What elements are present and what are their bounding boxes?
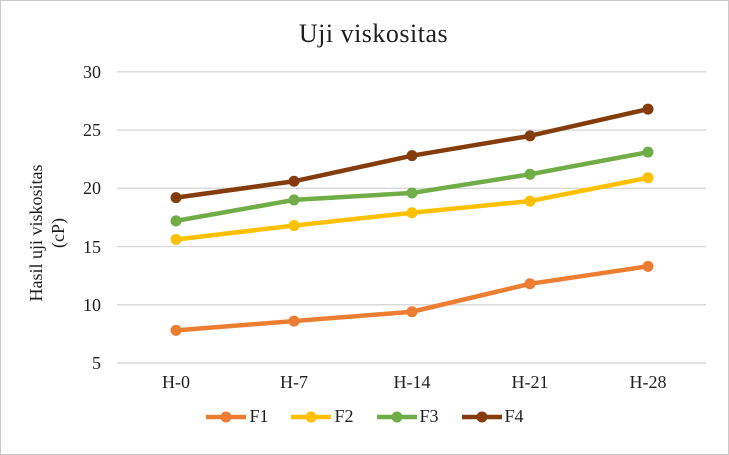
y-tick-label-30: 30	[83, 61, 101, 82]
x-tick-label-H-7: H-7	[280, 372, 308, 392]
data-point-F1-H-28	[642, 260, 654, 272]
data-point-F3-H-0	[170, 215, 182, 227]
y-tick-label-10: 10	[83, 294, 101, 315]
x-tick-label-H-21: H-21	[511, 372, 549, 392]
legend-marker-F4	[461, 411, 502, 422]
x-tick-label-H-28: H-28	[629, 372, 667, 392]
legend-label-F3: F3	[419, 406, 439, 426]
data-point-F4-H-7	[288, 175, 300, 187]
legend: F1 F2 F3 F4	[1, 406, 728, 427]
legend-label-F2: F2	[334, 406, 354, 426]
data-point-F2-H-0	[170, 234, 182, 246]
data-point-F4-H-28	[642, 103, 654, 115]
chart-title: Uji viskositas	[298, 19, 449, 48]
legend-item-F1: F1	[205, 406, 268, 427]
legend-marker-F1	[206, 411, 247, 422]
legend-label-F1: F1	[249, 406, 269, 426]
data-point-F2-H-28	[642, 172, 654, 184]
data-point-F1-H-14	[406, 306, 418, 318]
legend-marker-F2	[291, 411, 332, 422]
legend-item-F3: F3	[376, 406, 439, 427]
data-point-F4-H-21	[524, 130, 536, 142]
y-tick-label-20: 20	[83, 178, 101, 199]
legend-item-F2: F2	[290, 406, 354, 427]
data-point-F2-H-21	[524, 195, 536, 207]
data-point-F1-H-7	[288, 315, 300, 327]
data-point-F1-H-0	[170, 324, 182, 336]
data-point-F3-H-21	[524, 168, 536, 180]
x-tick-label-H-0: H-0	[162, 372, 190, 392]
x-tick-label-H-14: H-14	[393, 372, 431, 392]
data-point-F3-H-28	[642, 146, 654, 158]
legend-label-F4: F4	[504, 406, 524, 426]
data-point-F2-H-14	[406, 207, 418, 219]
y-tick-label-5: 5	[92, 353, 101, 373]
legend-marker-F3	[376, 411, 417, 422]
data-point-F4-H-0	[170, 192, 182, 204]
data-point-F3-H-7	[288, 194, 300, 206]
y-tick-label-25: 25	[83, 120, 101, 141]
y-tick-label-15: 15	[83, 236, 101, 257]
data-point-F4-H-14	[406, 150, 418, 162]
data-point-F1-H-21	[524, 278, 536, 290]
legend-item-F4: F4	[461, 406, 524, 427]
data-point-F3-H-14	[406, 187, 418, 199]
data-point-F2-H-7	[288, 220, 300, 232]
series-line-F1	[173, 264, 651, 333]
